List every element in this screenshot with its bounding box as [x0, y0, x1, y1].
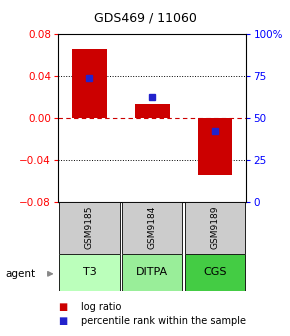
Text: agent: agent	[6, 269, 36, 279]
Bar	[185, 254, 245, 291]
Text: GSM9185: GSM9185	[85, 206, 94, 249]
Text: percentile rank within the sample: percentile rank within the sample	[81, 316, 246, 326]
Bar	[122, 202, 182, 254]
Text: GSM9184: GSM9184	[148, 206, 157, 249]
Bar	[72, 49, 107, 118]
Bar	[198, 118, 232, 175]
Text: log ratio: log ratio	[81, 302, 122, 312]
Bar	[122, 254, 182, 291]
Text: DITPA: DITPA	[136, 267, 168, 277]
Text: ■: ■	[58, 302, 67, 312]
Bar	[59, 202, 119, 254]
Text: T3: T3	[83, 267, 96, 277]
Bar	[59, 254, 119, 291]
Text: GSM9189: GSM9189	[211, 206, 220, 249]
Text: ■: ■	[58, 316, 67, 326]
Text: GDS469 / 11060: GDS469 / 11060	[94, 12, 196, 25]
Bar	[185, 202, 245, 254]
Bar	[135, 104, 170, 118]
Text: CGS: CGS	[203, 267, 227, 277]
